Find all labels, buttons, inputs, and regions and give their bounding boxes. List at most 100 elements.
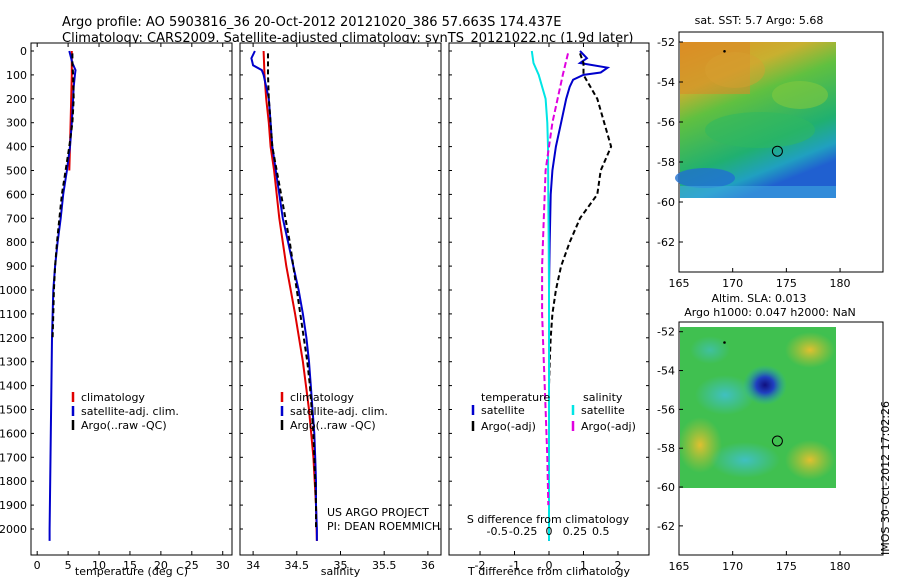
sst-map-axes: 165 170 175 180 -52 -54 -56 -58 -60 -62 — [657, 36, 851, 290]
legend-entry: Argo(-adj) — [581, 420, 636, 433]
map-xtick-label: 165 — [669, 277, 690, 290]
xtick-label: 15 — [123, 559, 137, 572]
xtick-label: 35 — [334, 559, 348, 572]
ytick-label: 1000 — [0, 284, 27, 297]
sst-map-title: sat. SST: 5.7 Argo: 5.68 — [695, 14, 824, 27]
map-ytick-label: -60 — [657, 481, 675, 494]
map-xtick-label: 175 — [776, 277, 797, 290]
xtick-label: 0 — [34, 559, 41, 572]
ytick-label: 1600 — [0, 427, 27, 440]
s-xtick-label: -0.5 — [487, 525, 508, 538]
legend-entry: Argo(..raw -QC) — [290, 419, 376, 432]
xtick-label: 0 — [546, 559, 553, 572]
ytick-label: 1800 — [0, 475, 27, 488]
s-xtick-label: 0.25 — [563, 525, 588, 538]
xtick-label: 1 — [580, 559, 587, 572]
sla-map-axes: 165 170 175 180 -52 -54 -56 -58 -60 -62 — [657, 326, 851, 573]
sla-map-subtitle: Argo h1000: 0.047 h2000: NaN — [684, 306, 856, 319]
xtick-label: -1 — [509, 559, 520, 572]
map-xtick-label: 170 — [722, 560, 743, 573]
sla-profile-marker — [771, 435, 783, 447]
legend-entry: satellite-adj. clim. — [81, 405, 179, 418]
map-ytick-label: -58 — [657, 156, 675, 169]
s-xtick-label: 0 — [546, 525, 553, 538]
map-ytick-label: -56 — [657, 116, 675, 129]
xtick-label: 34.5 — [285, 559, 310, 572]
sla-map-field — [678, 327, 836, 488]
ytick-label: 500 — [6, 165, 27, 178]
ytick-label: 900 — [6, 260, 27, 273]
ytick-label: 1900 — [0, 499, 27, 512]
ytick-label: 1100 — [0, 308, 27, 321]
s-xtick-label: 0.5 — [592, 525, 610, 538]
legend-entry: satellite — [581, 404, 625, 417]
ytick-label: 1200 — [0, 332, 27, 345]
xtick-label: 30 — [216, 559, 230, 572]
ytick-label: 1300 — [0, 356, 27, 369]
s-xtick-label: -0.25 — [509, 525, 537, 538]
xtick-label: 36 — [421, 559, 435, 572]
xtick-label: 25 — [185, 559, 199, 572]
sla-map-panel: Altim. SLA: 0.013 Argo h1000: 0.047 h200… — [657, 292, 884, 573]
legend-entry: satellite-adj. clim. — [290, 405, 388, 418]
sst-map-field — [675, 42, 836, 198]
sla-map-title: Altim. SLA: 0.013 — [711, 292, 806, 305]
difference-series-satellite-line — [530, 50, 550, 541]
legend-entry: Argo(..raw -QC) — [81, 419, 167, 432]
difference-panel: -2 -1 0 1 2T difference from climatology -0.5… — [448, 42, 650, 578]
xtick-label: 35.5 — [372, 559, 397, 572]
map-xtick-label: 175 — [776, 560, 797, 573]
legend-title-temperature: temperature — [481, 391, 550, 404]
legend-entry: climatology — [290, 391, 354, 404]
map-ytick-label: -60 — [657, 196, 675, 209]
ytick-label: 1500 — [0, 404, 27, 417]
ytick-label: 600 — [6, 188, 27, 201]
salinity-series-climatology-line — [262, 50, 318, 541]
map-ytick-label: -62 — [657, 236, 675, 249]
ytick-label: 800 — [6, 236, 27, 249]
map-xtick-label: 180 — [830, 560, 851, 573]
header-line-2: Climatology: CARS2009. Satellite-adjuste… — [62, 31, 634, 46]
xtick-label: 34 — [246, 559, 260, 572]
map-ytick-label: -56 — [657, 403, 675, 416]
legend-entry: climatology — [81, 391, 145, 404]
difference-series-argo-adj--line — [548, 53, 613, 410]
ytick-label: 200 — [6, 93, 27, 106]
project-note: US ARGO PROJECT — [327, 506, 429, 519]
xtick-label: 2 — [614, 559, 621, 572]
s-axis-label: S difference from climatology — [467, 513, 630, 526]
map-xtick-label: 170 — [722, 277, 743, 290]
ytick-label: 1400 — [0, 380, 27, 393]
xtick-label: -2 — [475, 559, 486, 572]
map-ytick-label: -54 — [657, 76, 675, 89]
pi-note: PI: DEAN ROEMMICH — [327, 520, 440, 533]
ytick-label: 2000 — [0, 523, 27, 536]
legend-entry: Argo(-adj) — [481, 420, 536, 433]
ytick-label: 1700 — [0, 451, 27, 464]
header-line-1: Argo profile: AO 5903816_36 20-Oct-2012 … — [62, 15, 561, 30]
sst-profile-marker — [771, 145, 783, 157]
map-ytick-label: -52 — [657, 326, 675, 339]
ytick-label: 0 — [20, 45, 27, 58]
salinity-panel: 34 34.5 35 35.5 36 salinity climatologysatelli… — [239, 42, 442, 578]
ytick-label: 100 — [6, 69, 27, 82]
map-xtick-label: 165 — [669, 560, 690, 573]
legend-title-salinity: salinity — [583, 391, 623, 404]
sst-map-panel: sat. SST: 5.7 Argo: 5.68 165 170 175 180 -52… — [657, 14, 884, 290]
ytick-label: 300 — [6, 117, 27, 130]
ytick-label: 400 — [6, 141, 27, 154]
sst-reference-dot — [723, 50, 726, 53]
ytick-label: 700 — [6, 212, 27, 225]
map-ytick-label: -52 — [657, 36, 675, 49]
temperature-series-argo-raw-qc--line — [51, 53, 75, 338]
difference-series-argo-adj--line — [541, 53, 569, 506]
xtick-label: 10 — [92, 559, 106, 572]
map-ytick-label: -58 — [657, 442, 675, 455]
timestamp-note: IMOS 30-Oct-2012 17:02:26 — [879, 401, 892, 555]
xtick-label: 5 — [65, 559, 72, 572]
legend-entry: satellite — [481, 404, 525, 417]
temperature-frame — [30, 42, 233, 556]
xtick-label: 20 — [154, 559, 168, 572]
map-xtick-label: 180 — [830, 277, 851, 290]
